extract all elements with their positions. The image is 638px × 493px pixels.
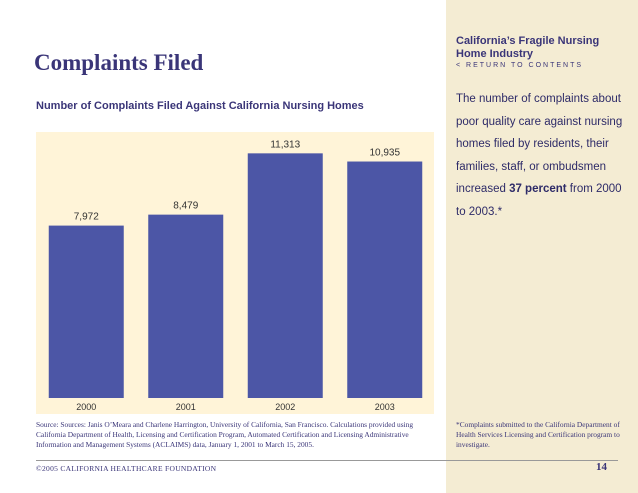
bar-2001 [148, 214, 224, 398]
page-number: 14 [596, 461, 607, 473]
summary-text-after: from 2000 to 2003.* [456, 183, 622, 218]
chart-title: Number of Complaints Filed Against Calif… [36, 100, 364, 112]
source-note: Source: Sources: Janis O’Meara and Charl… [36, 420, 414, 449]
sidebar-panel [446, 0, 638, 493]
summary-emphasis: 37 percent [509, 183, 567, 195]
summary-text-before: The number of complaints about poor qual… [456, 93, 623, 195]
return-to-contents-link[interactable]: < RETURN TO CONTENTS [456, 62, 584, 69]
value-label-2003: 10,935 [369, 148, 400, 159]
chart-axis-band [36, 398, 434, 414]
x-tick-2002: 2002 [275, 402, 295, 412]
report-title: California’s Fragile Nursing Home Indust… [456, 35, 600, 60]
value-label-2000: 7,972 [74, 212, 99, 223]
value-label-2001: 8,479 [173, 201, 198, 212]
x-tick-2001: 2001 [176, 402, 196, 412]
footnote: *Complaints submitted to the California … [456, 420, 620, 449]
page-heading: Complaints Filed [34, 50, 204, 75]
x-tick-2003: 2003 [375, 402, 395, 412]
sidebar-summary: The number of complaints about poor qual… [456, 88, 632, 223]
bar-2002 [247, 153, 323, 398]
footer-divider [36, 460, 618, 461]
copyright: ©2005 CALIFORNIA HEALTHCARE FOUNDATION [36, 464, 217, 473]
x-tick-2000: 2000 [76, 402, 96, 412]
bar-2003 [347, 161, 423, 398]
bar-2000 [48, 225, 124, 398]
value-label-2002: 11,313 [270, 139, 300, 150]
